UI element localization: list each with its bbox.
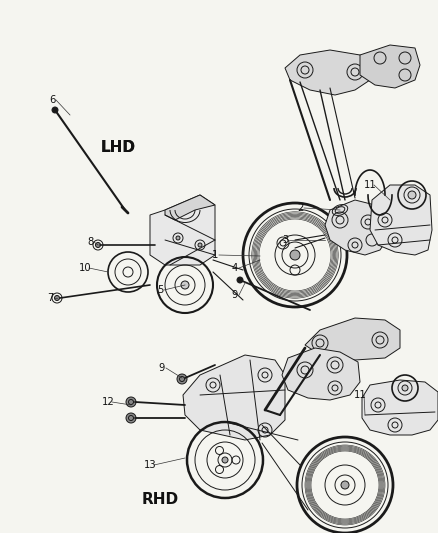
Circle shape — [237, 277, 243, 283]
Circle shape — [54, 295, 60, 301]
Circle shape — [126, 397, 136, 407]
Polygon shape — [360, 45, 420, 88]
Circle shape — [177, 374, 187, 384]
Circle shape — [176, 236, 180, 240]
Circle shape — [341, 481, 349, 489]
Polygon shape — [362, 380, 438, 435]
Text: LHD: LHD — [100, 141, 135, 156]
Circle shape — [198, 243, 202, 247]
Polygon shape — [305, 318, 400, 360]
Text: 11: 11 — [353, 390, 366, 400]
Text: RHD: RHD — [141, 492, 179, 507]
Text: 9: 9 — [159, 363, 165, 373]
Polygon shape — [165, 195, 215, 220]
Circle shape — [181, 281, 189, 289]
Circle shape — [222, 457, 228, 463]
Polygon shape — [370, 185, 432, 255]
Text: 2: 2 — [297, 203, 303, 213]
Circle shape — [52, 107, 58, 113]
Text: 4: 4 — [232, 263, 238, 273]
Text: 13: 13 — [144, 460, 156, 470]
Text: 10: 10 — [79, 263, 91, 273]
Polygon shape — [325, 200, 390, 255]
Polygon shape — [282, 348, 360, 400]
Text: 12: 12 — [102, 397, 114, 407]
Text: 5: 5 — [157, 285, 163, 295]
Text: 11: 11 — [364, 180, 376, 190]
Circle shape — [290, 250, 300, 260]
Circle shape — [408, 191, 416, 199]
Text: 7: 7 — [47, 293, 53, 303]
Circle shape — [95, 243, 100, 247]
Text: 6: 6 — [49, 95, 55, 105]
Text: 1: 1 — [212, 250, 218, 260]
Text: LHD: LHD — [100, 141, 135, 156]
Circle shape — [402, 385, 408, 391]
Polygon shape — [150, 195, 215, 265]
Text: 3: 3 — [282, 235, 288, 245]
Circle shape — [126, 413, 136, 423]
Text: 9: 9 — [232, 290, 238, 300]
Text: 8: 8 — [87, 237, 93, 247]
Polygon shape — [183, 355, 285, 440]
Polygon shape — [285, 50, 375, 95]
